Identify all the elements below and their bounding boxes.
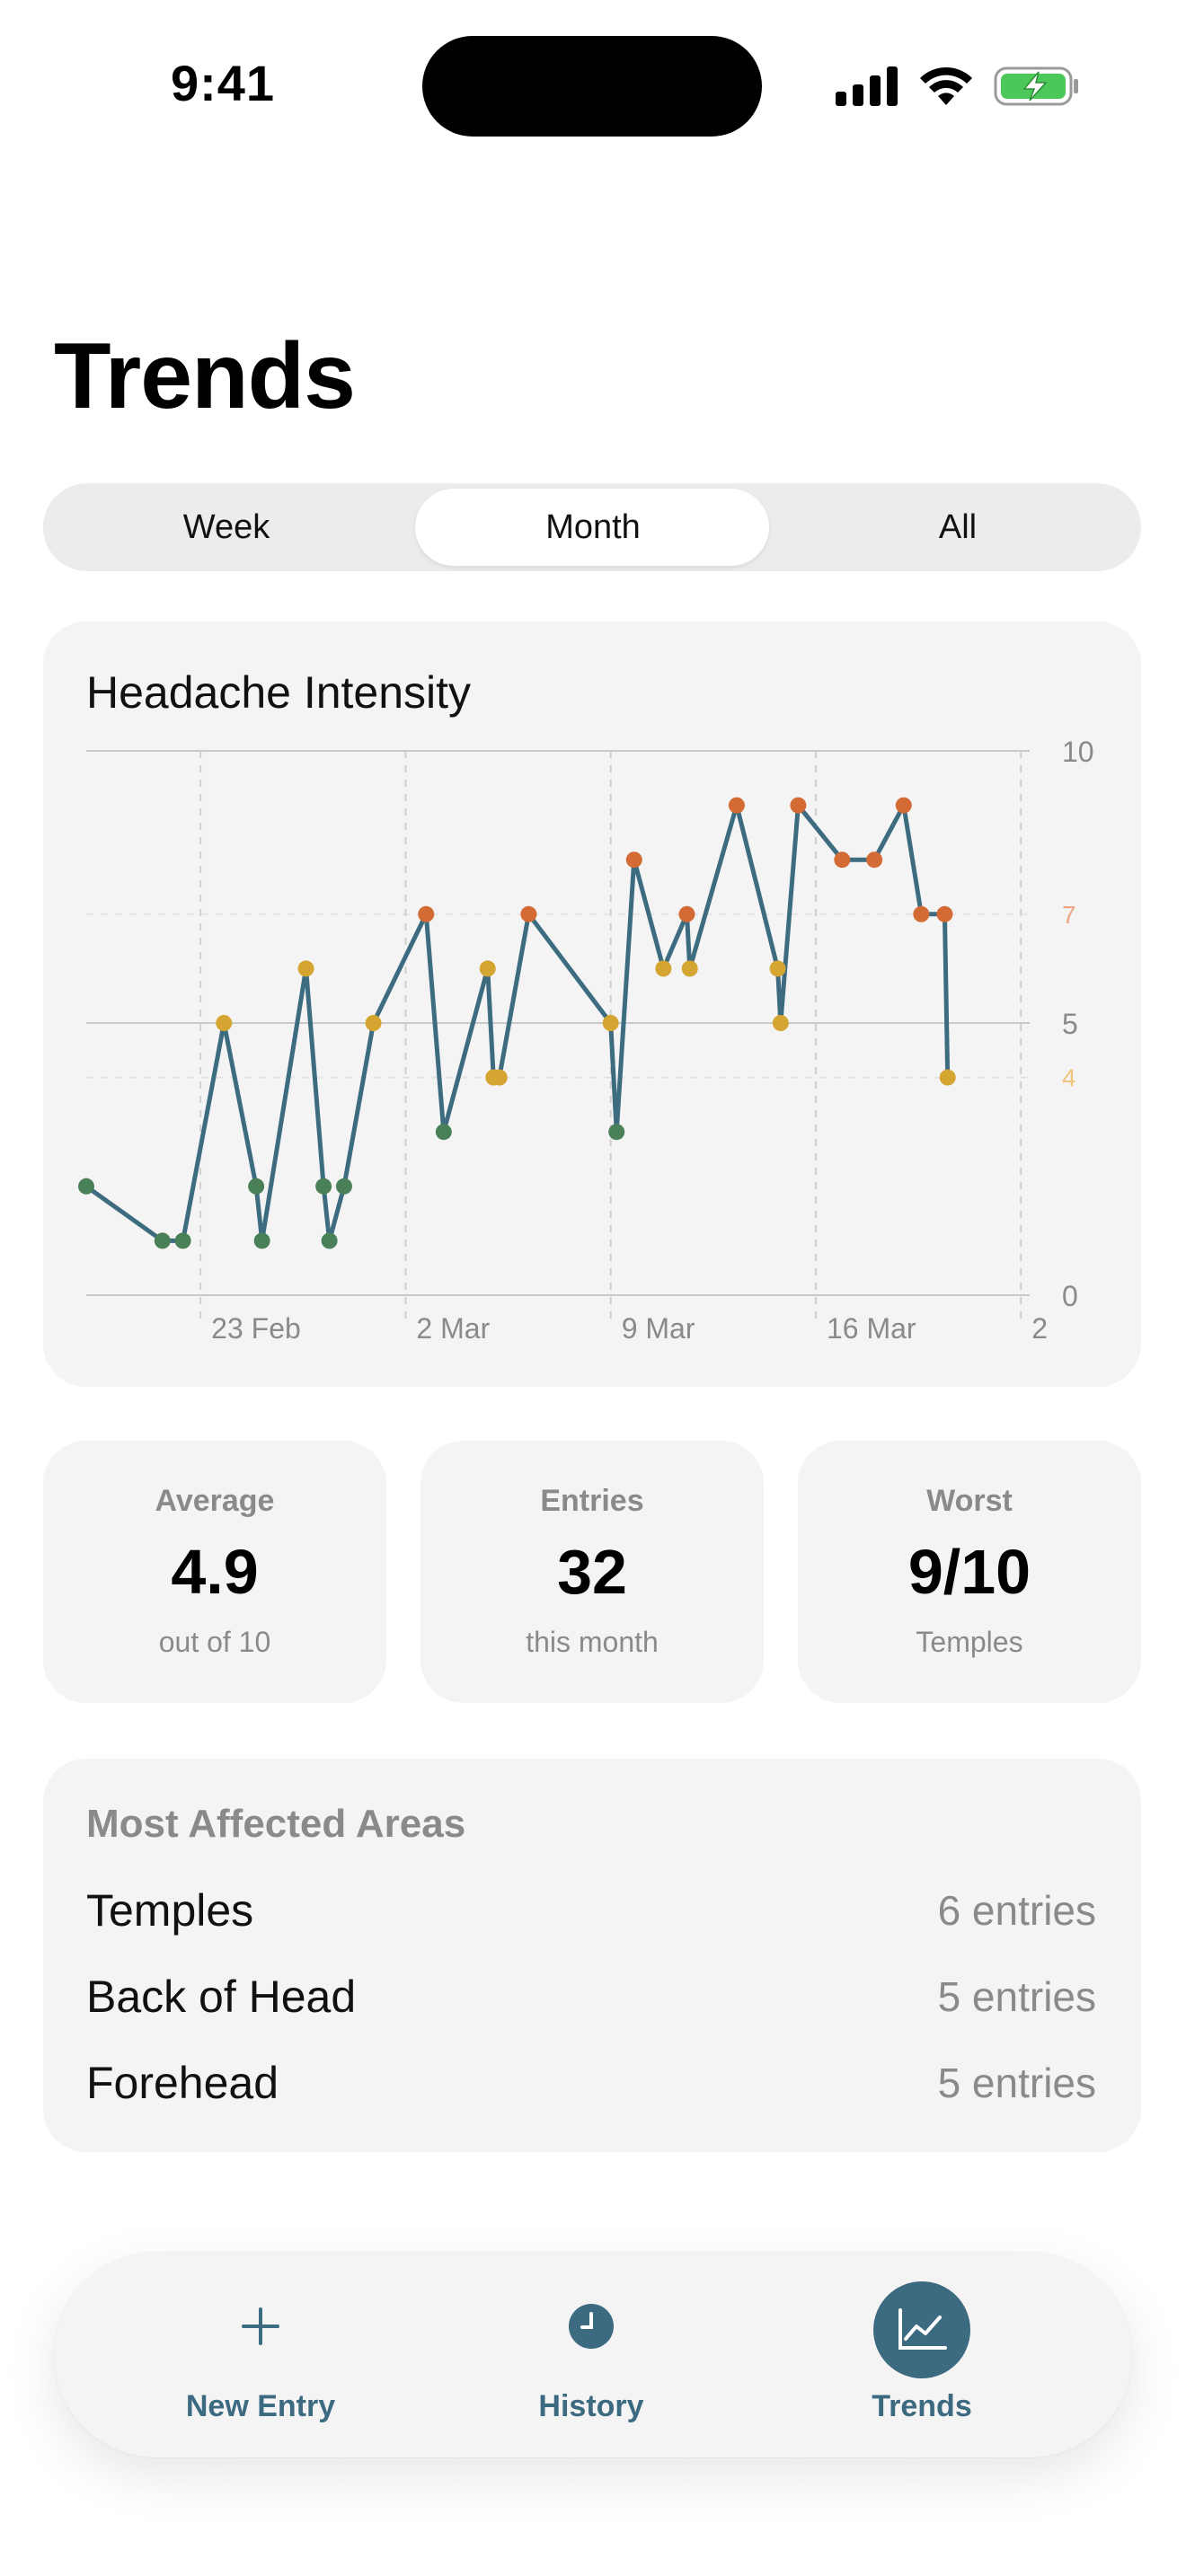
stat-label: Worst (926, 1484, 1013, 1518)
segment-week[interactable]: Week (182, 508, 270, 546)
segment-month[interactable]: Month (545, 508, 641, 546)
cellular-signal-icon (836, 66, 898, 106)
area-name: Temples (86, 1885, 254, 1936)
affected-areas-card (43, 1759, 1141, 2152)
area-count: 5 entries (937, 2060, 1096, 2106)
battery-charging-icon (994, 66, 1078, 106)
stat-card-worst (798, 1441, 1141, 1703)
stat-card-average (43, 1441, 386, 1703)
area-name: Forehead (86, 2058, 279, 2108)
stat-value: 9/10 (907, 1537, 1031, 1607)
tab-trends[interactable]: Trends (872, 2389, 972, 2423)
stat-value: 32 (557, 1537, 627, 1607)
status-time: 9:41 (170, 55, 276, 111)
area-count: 6 entries (937, 1887, 1096, 1934)
dynamic-island (422, 36, 762, 137)
chart-icon[interactable] (873, 2281, 970, 2378)
page-title: Trends (54, 324, 356, 428)
plus-icon[interactable] (216, 2281, 305, 2371)
stat-value: 4.9 (171, 1537, 259, 1607)
status-icons (836, 59, 1080, 113)
segment-selected-indicator (415, 489, 769, 566)
stat-label: Entries (540, 1484, 644, 1518)
area-name: Back of Head (86, 1972, 357, 2022)
wifi-icon (920, 66, 972, 105)
segment-all[interactable]: All (938, 508, 978, 546)
chart-title: Headache Intensity (86, 667, 472, 718)
stat-sub: Temples (916, 1626, 1023, 1658)
affected-areas-title: Most Affected Areas (86, 1802, 466, 1846)
area-count: 5 entries (937, 1973, 1096, 2020)
tab-history[interactable]: History (538, 2389, 644, 2423)
tab-new-entry[interactable]: New Entry (185, 2389, 336, 2423)
stat-sub: this month (526, 1626, 659, 1658)
clock-icon[interactable] (546, 2281, 636, 2371)
stat-card-entries (420, 1441, 764, 1703)
chart-card (43, 622, 1141, 1387)
stat-label: Average (155, 1484, 275, 1518)
stat-sub: out of 10 (158, 1626, 271, 1658)
